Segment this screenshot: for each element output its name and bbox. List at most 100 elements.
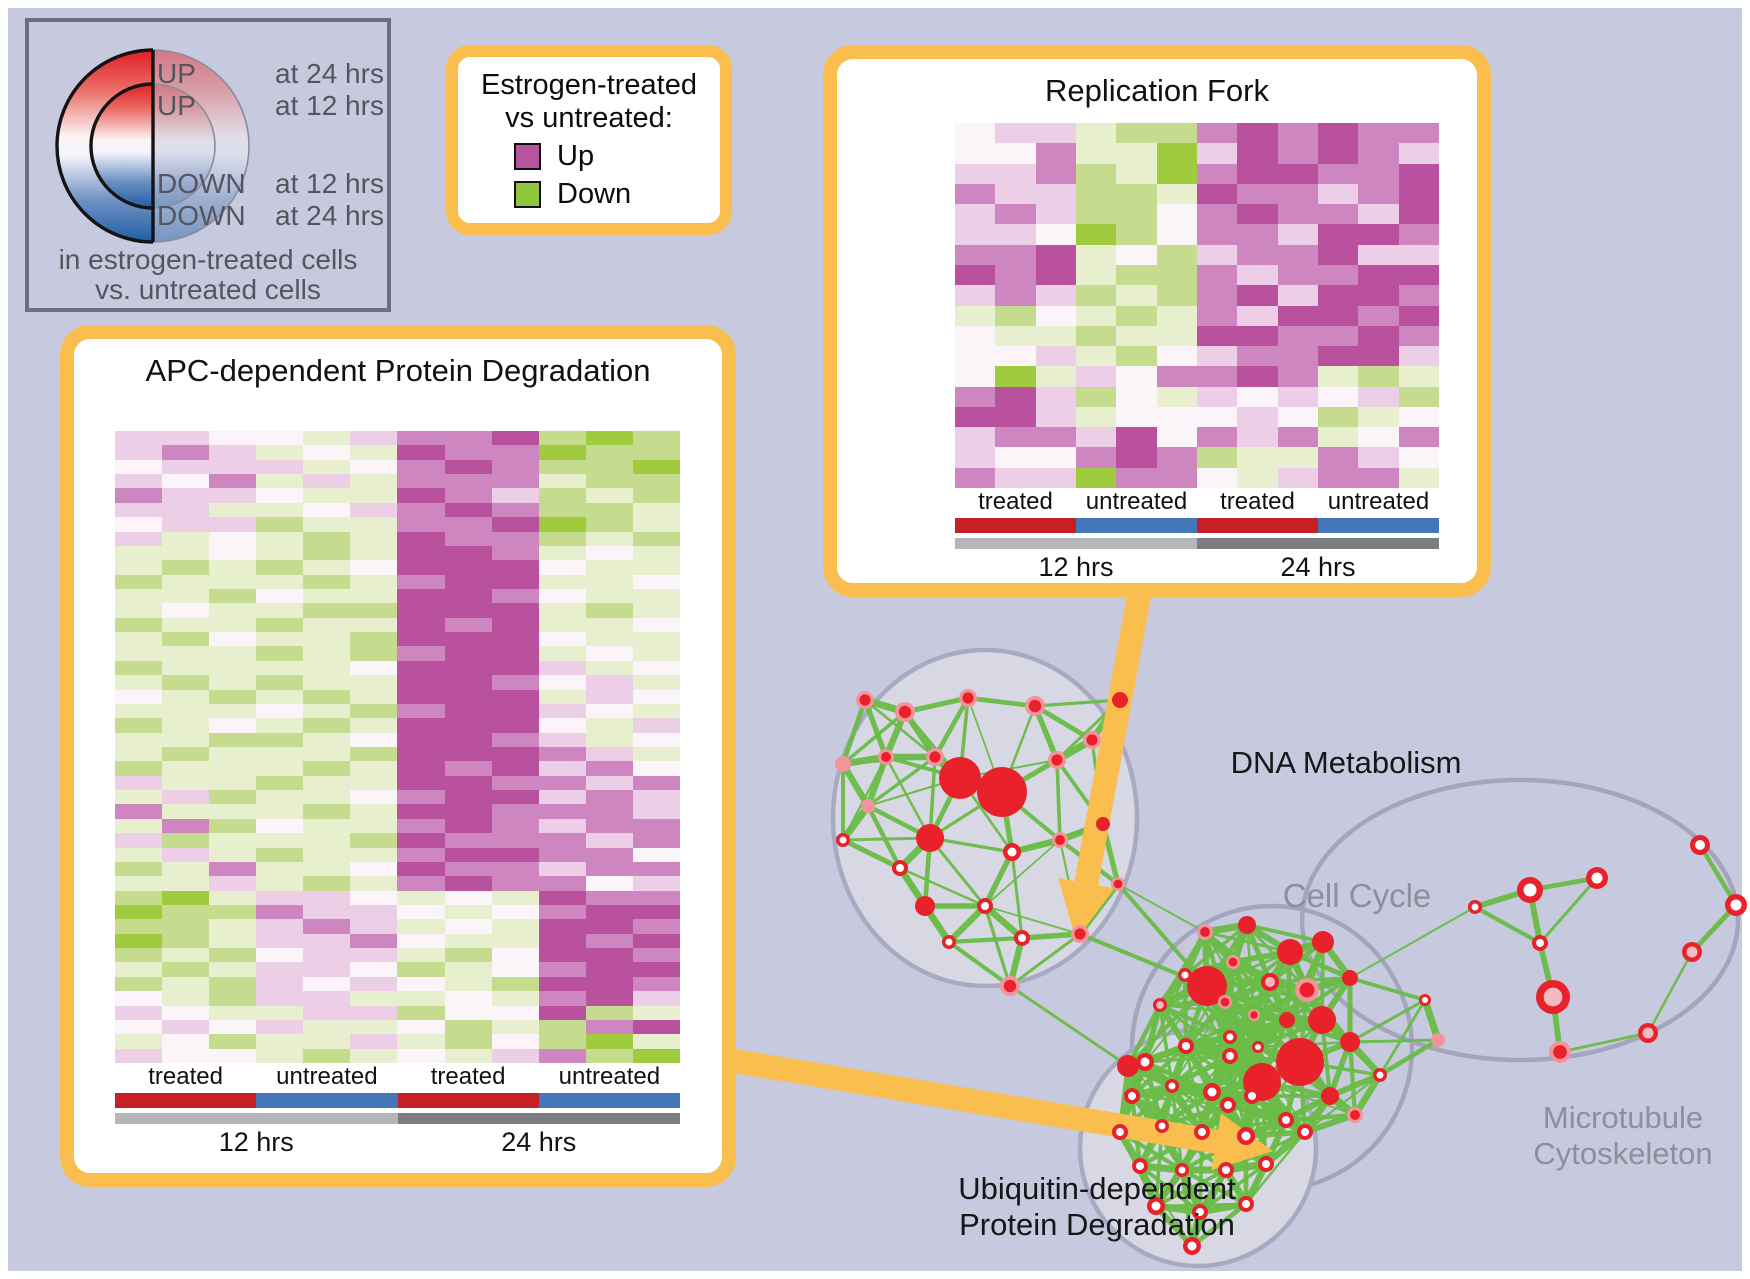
heatmap-cell [209,488,257,503]
heatmap-cell [444,718,492,733]
heatmap-cell [162,545,210,561]
heatmap-cell [115,804,163,819]
heatmap-cell [350,833,398,848]
heatmap-cell [1237,224,1278,245]
network-node [1112,1124,1128,1140]
heatmap-cell [115,431,163,446]
heatmap-cell [256,531,304,546]
network-node [1124,1088,1140,1104]
heatmap-cell [491,502,539,518]
heatmap-cell [115,746,163,762]
heatmap-cell [1156,386,1197,407]
heatmap-cell [1277,305,1318,326]
heatmap-cell [115,660,163,676]
heatmap-cell [491,746,539,762]
heatmap-cell [350,646,398,661]
heatmap-cell [115,818,163,834]
heatmap-cell [162,689,210,704]
heatmap-cell [1116,386,1157,407]
network-edge [862,699,889,758]
heatmap-cell [256,904,304,920]
network-node [1248,1009,1260,1021]
heatmap-cell [585,861,633,877]
heatmap-cell [115,617,163,633]
heatmap-cell [162,890,210,905]
heatmap-cell [491,474,539,489]
heatmap-cell [491,689,539,704]
heatmap-cell [491,861,539,877]
heatmap-cell [256,962,304,977]
heatmap-cell [1116,325,1157,347]
network-node [1147,1197,1165,1215]
heatmap-cell [303,746,351,762]
heatmap-cell [1035,366,1076,387]
legend-time: at 12 hrs [275,168,384,199]
heatmap-cell [444,689,492,704]
heatmap-cell [585,603,633,618]
network-edge [840,699,868,765]
heatmap-cell [162,502,210,518]
heatmap-cell [1398,244,1439,265]
heatmap-cell [1075,163,1117,184]
heatmap-cell [632,445,680,460]
heatmap-cell [397,646,445,661]
heatmap-cell [1358,143,1399,164]
heatmap-cell [115,703,163,719]
heatmap-cell [995,427,1036,448]
heatmap-cell [538,847,586,862]
heatmap-cell [209,761,257,776]
heatmap-cell [1398,427,1439,448]
heatmap-cell [1358,386,1399,407]
heatmap-cell [538,890,586,905]
network-edge [1130,1044,1188,1098]
heatmap-cell [350,847,398,862]
heatmap-cell [1075,123,1117,144]
network-edge [1010,851,1024,939]
heatmap-cell [491,991,539,1006]
heatmap-cell [1358,427,1399,448]
heatmap-cell [162,962,210,977]
heatmap-cell [1156,163,1197,184]
heatmap-cell [350,517,398,532]
heatmap-cell [1116,143,1157,164]
network-edge [1159,1003,1231,1058]
heatmap-cell [397,804,445,819]
heatmap-cell [632,991,680,1006]
heatmap-cell [162,459,210,475]
heatmap-cell [209,574,257,589]
heatmap-cell [1277,346,1318,367]
condition-color-bar [955,518,1439,533]
heatmap-cell [303,617,351,633]
network-node [1222,1048,1238,1064]
heatmap-cell [585,574,633,589]
heatmap-cell [1035,305,1076,326]
heatmap-cell [1196,305,1238,326]
heatmap-cell [1317,427,1359,448]
heatmap-cell [955,305,996,326]
heatmap-cell [585,632,633,647]
heatmap-cell [209,660,257,676]
network-edge [946,903,988,945]
heatmap-cell [397,531,445,546]
heatmap-cell [209,1005,257,1020]
heatmap-cell [350,689,398,704]
heatmap-cell [491,732,539,747]
heatmap-cell [350,588,398,604]
apc-heatmap-block: treated untreated treated untreated 12 hrs 2… [115,431,680,1158]
heatmap-cell [303,502,351,518]
heatmap-cell [1358,285,1399,306]
heatmap-cell [585,431,633,446]
heatmap-cell [538,919,586,934]
heatmap-cell [1075,346,1117,367]
network-edge [1009,984,1129,1068]
heatmap-cell [1237,204,1278,225]
network-node [1218,1162,1234,1178]
heatmap-cell [995,325,1036,347]
heatmap-cell [350,890,398,905]
heatmap-cell [350,761,398,776]
heatmap-cell [209,904,257,920]
heatmap-cell [303,818,351,834]
heatmap-cell [162,976,210,992]
heatmap-cell [350,1034,398,1049]
heatmap-cell [1035,325,1076,347]
